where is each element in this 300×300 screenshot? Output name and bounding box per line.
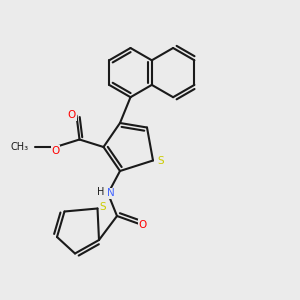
Text: S: S xyxy=(100,202,106,212)
Text: S: S xyxy=(157,155,164,166)
Text: O: O xyxy=(138,220,147,230)
Text: N: N xyxy=(107,188,115,199)
Text: O: O xyxy=(68,110,76,121)
Text: O: O xyxy=(51,146,60,156)
Text: CH₃: CH₃ xyxy=(11,142,28,152)
Text: H: H xyxy=(97,187,104,197)
